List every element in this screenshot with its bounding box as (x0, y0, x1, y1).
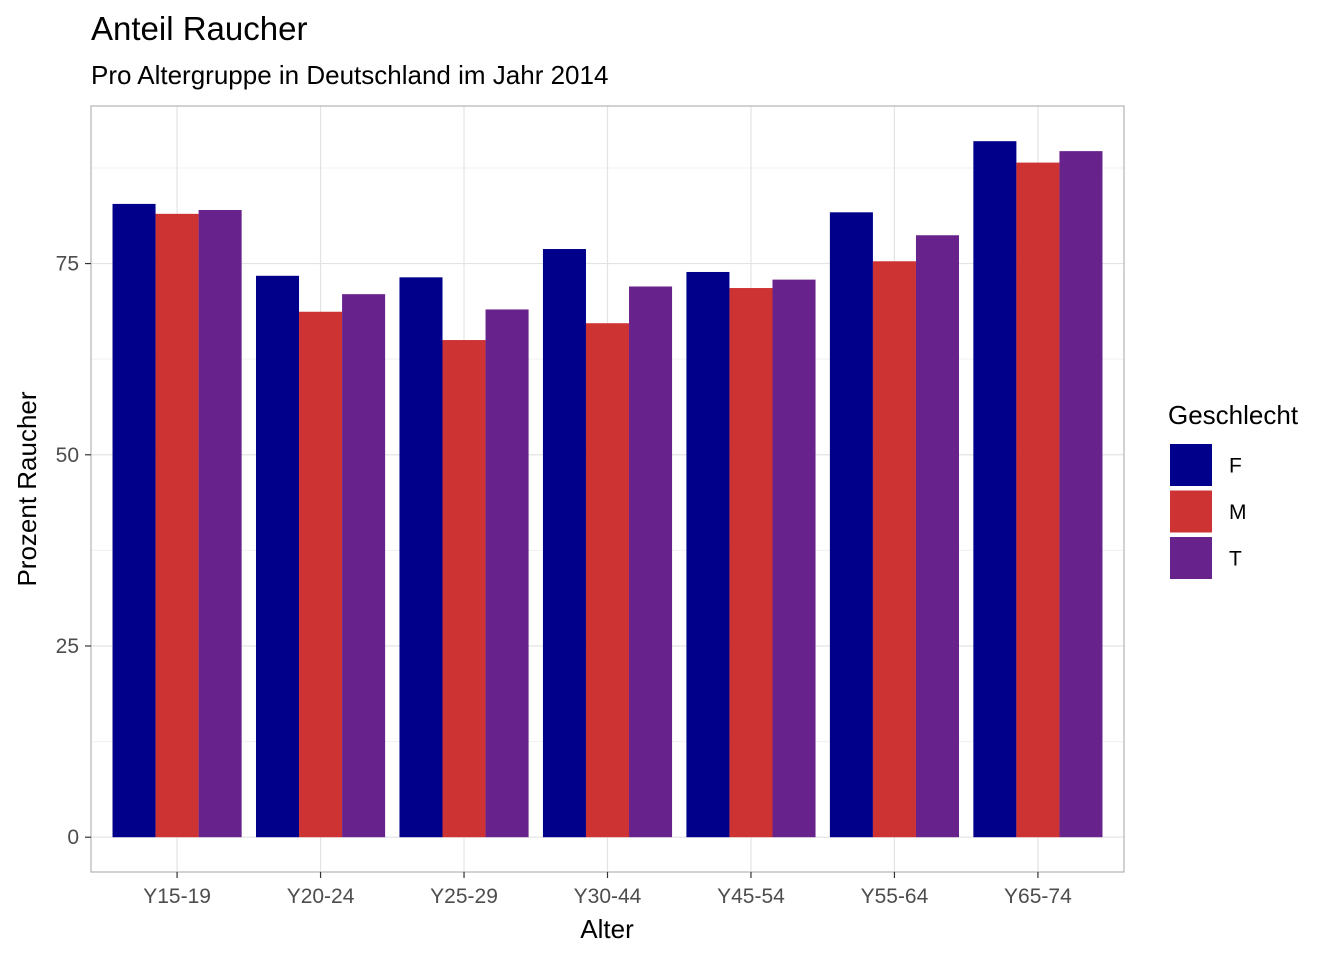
x-tick-label: Y65-74 (1004, 885, 1072, 908)
bar-M-Y20-24 (299, 311, 343, 838)
bar-M-Y55-64 (872, 261, 916, 838)
bar-T-Y65-74 (1059, 151, 1103, 838)
y-tick-label: 50 (56, 444, 79, 467)
chart-subtitle: Pro Altergruppe in Deutschland im Jahr 2… (91, 60, 608, 90)
legend-key-T (1170, 537, 1212, 579)
chart-title: Anteil Raucher (91, 10, 307, 47)
y-axis-title: Prozent Raucher (12, 391, 42, 586)
x-tick-label: Y25-29 (430, 885, 498, 908)
bar-F-Y55-64 (829, 212, 873, 838)
bar-F-Y15-19 (112, 203, 156, 838)
bar-T-Y15-19 (198, 210, 242, 838)
bar-F-Y25-29 (399, 277, 443, 838)
bar-M-Y45-54 (729, 288, 773, 838)
legend-title: Geschlecht (1168, 400, 1299, 430)
y-tick-label: 75 (56, 253, 79, 276)
bar-F-Y65-74 (973, 141, 1017, 838)
bar-F-Y45-54 (686, 271, 730, 838)
y-tick-label: 0 (67, 826, 79, 849)
legend-label-T: T (1229, 548, 1242, 571)
bar-M-Y30-44 (585, 323, 630, 838)
x-axis-title: Alter (580, 914, 634, 944)
legend-label-F: F (1229, 455, 1242, 478)
x-tick-label: Y45-54 (717, 885, 785, 908)
bar-F-Y20-24 (255, 275, 300, 838)
x-tick-label: Y20-24 (287, 885, 355, 908)
legend-key-M (1170, 490, 1212, 533)
bar-F-Y30-44 (542, 249, 586, 838)
legend: Geschlecht FM T (1168, 400, 1299, 579)
legend-key-F (1170, 444, 1212, 486)
y-tick-label: 25 (56, 635, 79, 658)
bar-T-Y20-24 (342, 294, 386, 838)
x-tick-label: Y55-64 (861, 885, 929, 908)
bar-T-Y30-44 (629, 286, 673, 838)
x-tick-label: Y30-44 (574, 885, 642, 908)
legend-items: FM T (1170, 444, 1247, 579)
bar-T-Y45-54 (772, 279, 816, 838)
legend-label-M: M (1229, 501, 1247, 524)
bars-group (112, 141, 1103, 838)
x-axis: Y15-19 Y20-24 Y25-29 Y30-44 Y45-54 Y55-64 Y65-… (143, 872, 1072, 908)
y-axis: 0 25 50 75 (56, 253, 91, 849)
bar-T-Y25-29 (485, 309, 529, 838)
bar-M-Y65-74 (1016, 162, 1060, 838)
bar-T-Y55-64 (915, 235, 960, 838)
x-tick-label: Y15-19 (143, 885, 211, 908)
bar-M-Y25-29 (442, 340, 486, 838)
bar-M-Y15-19 (155, 213, 199, 838)
